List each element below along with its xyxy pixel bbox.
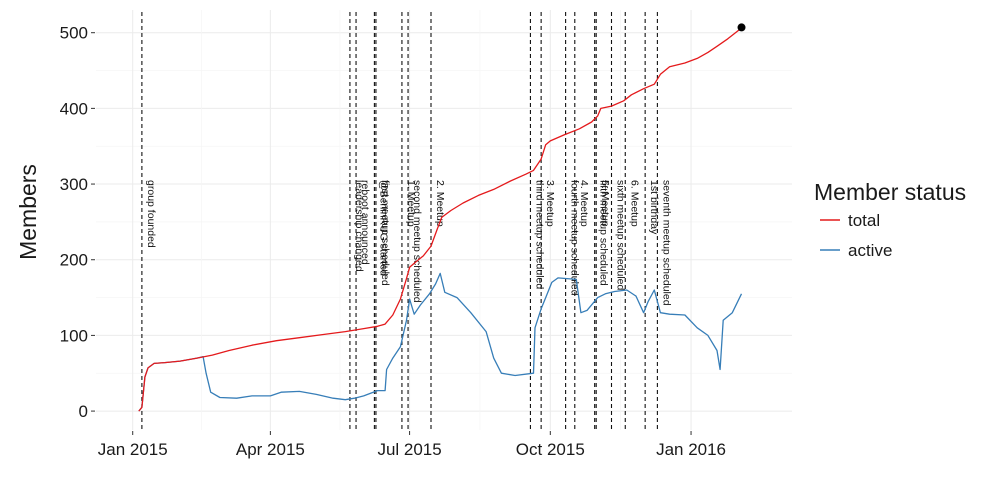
x-tick-label: Jul 2015 xyxy=(377,440,441,459)
end-point-marker xyxy=(737,23,746,32)
event-label: reboot announced xyxy=(359,180,371,265)
event-label: group founded xyxy=(145,180,157,248)
y-tick-label: 300 xyxy=(60,175,88,194)
event-label: 4. Meetup xyxy=(578,180,590,227)
event-label: fifth meetup scheduled xyxy=(598,180,610,286)
x-tick-label: Jan 2016 xyxy=(656,440,726,459)
event-label: sixth meetup scheduled xyxy=(614,180,626,290)
x-tick-label: Oct 2015 xyxy=(516,440,585,459)
event-label: seventh meetup scheduled xyxy=(660,180,672,306)
event-label: first meetup scheduled xyxy=(379,180,391,286)
event-label: 2. Meetup xyxy=(434,180,446,227)
x-tick-label: Apr 2015 xyxy=(236,440,305,459)
event-label: 6. Meetup xyxy=(628,180,640,227)
legend-label-total: total xyxy=(848,211,880,230)
x-tick-label: Jan 2015 xyxy=(98,440,168,459)
series-line-active xyxy=(138,272,743,412)
y-tick-label: 0 xyxy=(79,402,88,421)
legend-label-active: active xyxy=(848,241,892,260)
series-line-total xyxy=(138,26,742,412)
event-label: second meetup scheduled xyxy=(411,180,423,303)
event-label: 3. Meetup xyxy=(544,180,556,227)
legend: Member status total active xyxy=(814,179,966,260)
event-label: third meetup scheduled xyxy=(533,180,545,289)
axes: 0 100 200 300 400 500 Jan 2015 Apr 2015 Jul 2015… xyxy=(60,24,726,459)
legend-title: Member status xyxy=(814,179,966,205)
y-tick-label: 500 xyxy=(60,24,88,43)
y-tick-label: 100 xyxy=(60,326,88,345)
y-tick-label: 200 xyxy=(60,251,88,270)
event-label: 5. Meetup xyxy=(599,180,611,227)
series-lines xyxy=(138,23,746,412)
y-axis-title: Members xyxy=(15,164,41,260)
y-tick-label: 400 xyxy=(60,99,88,118)
event-label: 1st birthday xyxy=(648,180,660,235)
grid xyxy=(96,10,792,430)
event-label: @BerlinRUG started xyxy=(377,180,389,276)
